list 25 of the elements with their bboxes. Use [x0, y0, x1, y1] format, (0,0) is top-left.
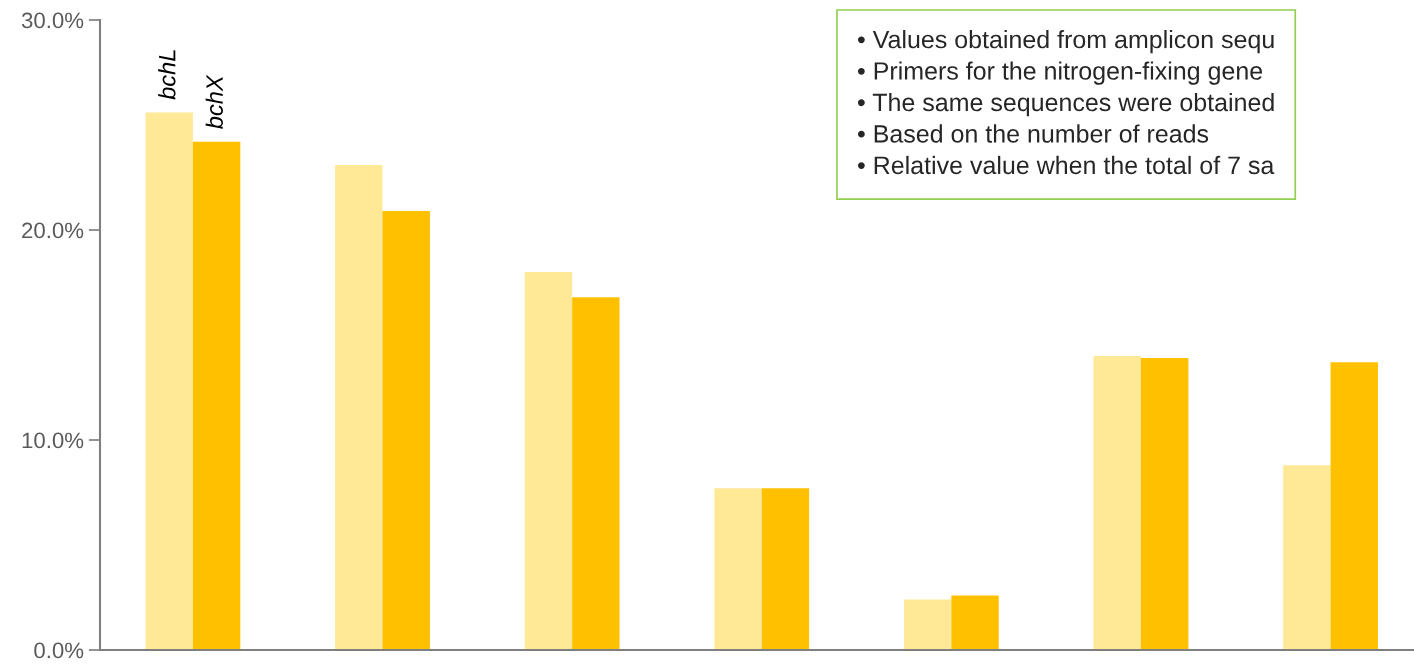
bar [761, 488, 810, 650]
text: bchL [158, 50, 176, 100]
bar [145, 112, 193, 650]
bar [951, 595, 999, 650]
annotation: • Values obtained from amplicon sequ [857, 30, 1274, 54]
annotation: • The same sequences were obtained [857, 92, 1274, 117]
bar [572, 297, 620, 650]
annotation: • Primers for the nitrogen-fixing gene [857, 61, 1263, 85]
bar [382, 211, 430, 650]
bar [1093, 356, 1141, 650]
bar [714, 488, 762, 650]
bar [1140, 358, 1189, 650]
annotation: • Based on the number of reads [857, 124, 1209, 143]
bar [1330, 362, 1378, 650]
y-tick-label: 0.0% [34, 642, 84, 659]
bar [1283, 465, 1331, 650]
bar [524, 272, 573, 650]
y-tick-label: 10.0% [22, 432, 84, 449]
bar [192, 141, 241, 650]
text: bchX [205, 74, 223, 129]
y-tick-label: 30.0% [21, 12, 84, 29]
y-tick-label: 20.0% [22, 222, 84, 239]
annotation: • Relative value when the total of 7 sa [857, 155, 1275, 175]
bar [903, 599, 952, 650]
bar [335, 164, 383, 650]
